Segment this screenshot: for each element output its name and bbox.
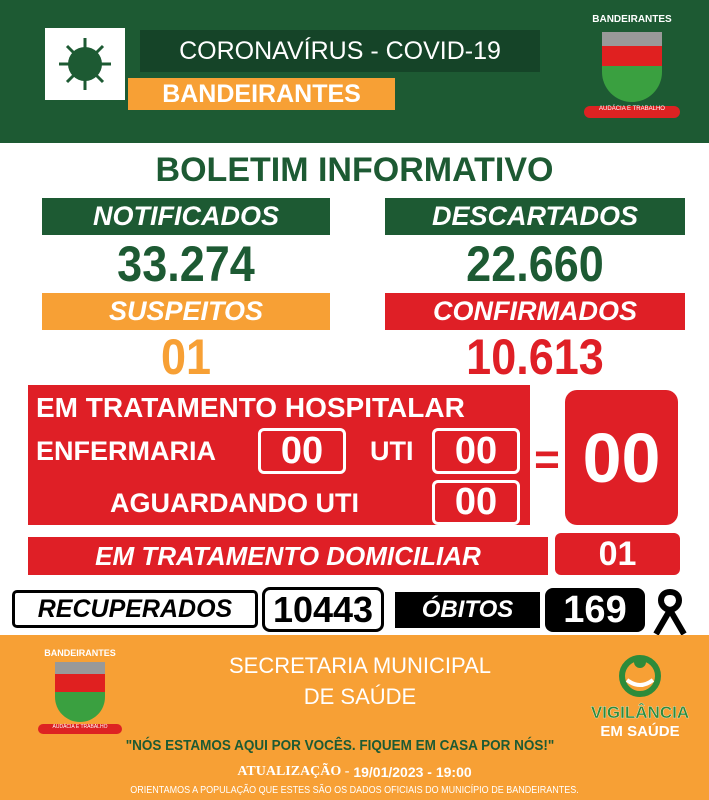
aguardando-label: AGUARDANDO UTI bbox=[110, 488, 359, 518]
hospital-total: 00 bbox=[565, 390, 678, 525]
notificados-label: NOTIFICADOS bbox=[42, 198, 330, 235]
equals-sign: = bbox=[534, 435, 560, 484]
secretaria-title: SECRETARIA MUNICIPAL DE SAÚDE bbox=[228, 653, 491, 709]
notificados-value: 33.274 bbox=[117, 236, 255, 292]
header-city: BANDEIRANTES bbox=[128, 78, 395, 110]
vigilancia-icon bbox=[619, 655, 661, 697]
recuperados-label: RECUPERADOS bbox=[12, 590, 258, 628]
uti-label: UTI bbox=[370, 436, 414, 466]
obitos-value: 169 bbox=[545, 588, 645, 632]
descartados-label: DESCARTADOS bbox=[385, 198, 685, 235]
bulletin-title: BOLETIM INFORMATIVO bbox=[155, 150, 554, 189]
vigilancia-logo: VIGILÂNCIA EM SAÚDE bbox=[580, 650, 700, 740]
official-notice: ORIENTAMOS A POPULAÇÃO QUE ESTES SÃO OS … bbox=[130, 784, 579, 796]
recuperados-value: 10443 bbox=[262, 587, 384, 632]
suspeitos-label: SUSPEITOS bbox=[42, 293, 330, 330]
aguardando-value: 00 bbox=[432, 480, 520, 525]
update-datetime: 19/01/2023 - 19:00 bbox=[353, 764, 472, 780]
city-crest: BANDEIRANTES AUDÁCIA E TRABALHO bbox=[572, 14, 692, 126]
update-line: ATUALIZAÇÃO - 19/01/2023 - 19:00 bbox=[237, 764, 472, 780]
descartados-value: 22.660 bbox=[466, 236, 604, 292]
hospital-panel bbox=[28, 385, 530, 525]
header-title: CORONAVÍRUS - COVID-19 bbox=[140, 30, 540, 72]
footer-crest: BANDEIRANTES AUDÁCIA E TRABALHO bbox=[30, 648, 130, 743]
quote: "NÓS ESTAMOS AQUI POR VOCÊS. FIQUEM EM C… bbox=[125, 736, 555, 754]
mourning-ribbon-icon bbox=[650, 588, 690, 641]
suspeitos-value: 01 bbox=[160, 329, 212, 385]
domiciliar-value: 01 bbox=[555, 533, 680, 575]
obitos-label: ÓBITOS bbox=[395, 592, 540, 628]
hospital-title: EM TRATAMENTO HOSPITALAR bbox=[36, 392, 465, 423]
virus-icon bbox=[45, 28, 125, 100]
crest-text: BANDEIRANTES bbox=[592, 14, 672, 25]
footer bbox=[0, 635, 709, 800]
domiciliar-label: EM TRATAMENTO DOMICILIAR bbox=[28, 537, 548, 575]
enfermaria-value: 00 bbox=[258, 428, 346, 474]
confirmados-value: 10.613 bbox=[466, 329, 604, 385]
enfermaria-label: ENFERMARIA bbox=[36, 436, 216, 466]
uti-value: 00 bbox=[432, 428, 520, 474]
confirmados-label: CONFIRMADOS bbox=[385, 293, 685, 330]
